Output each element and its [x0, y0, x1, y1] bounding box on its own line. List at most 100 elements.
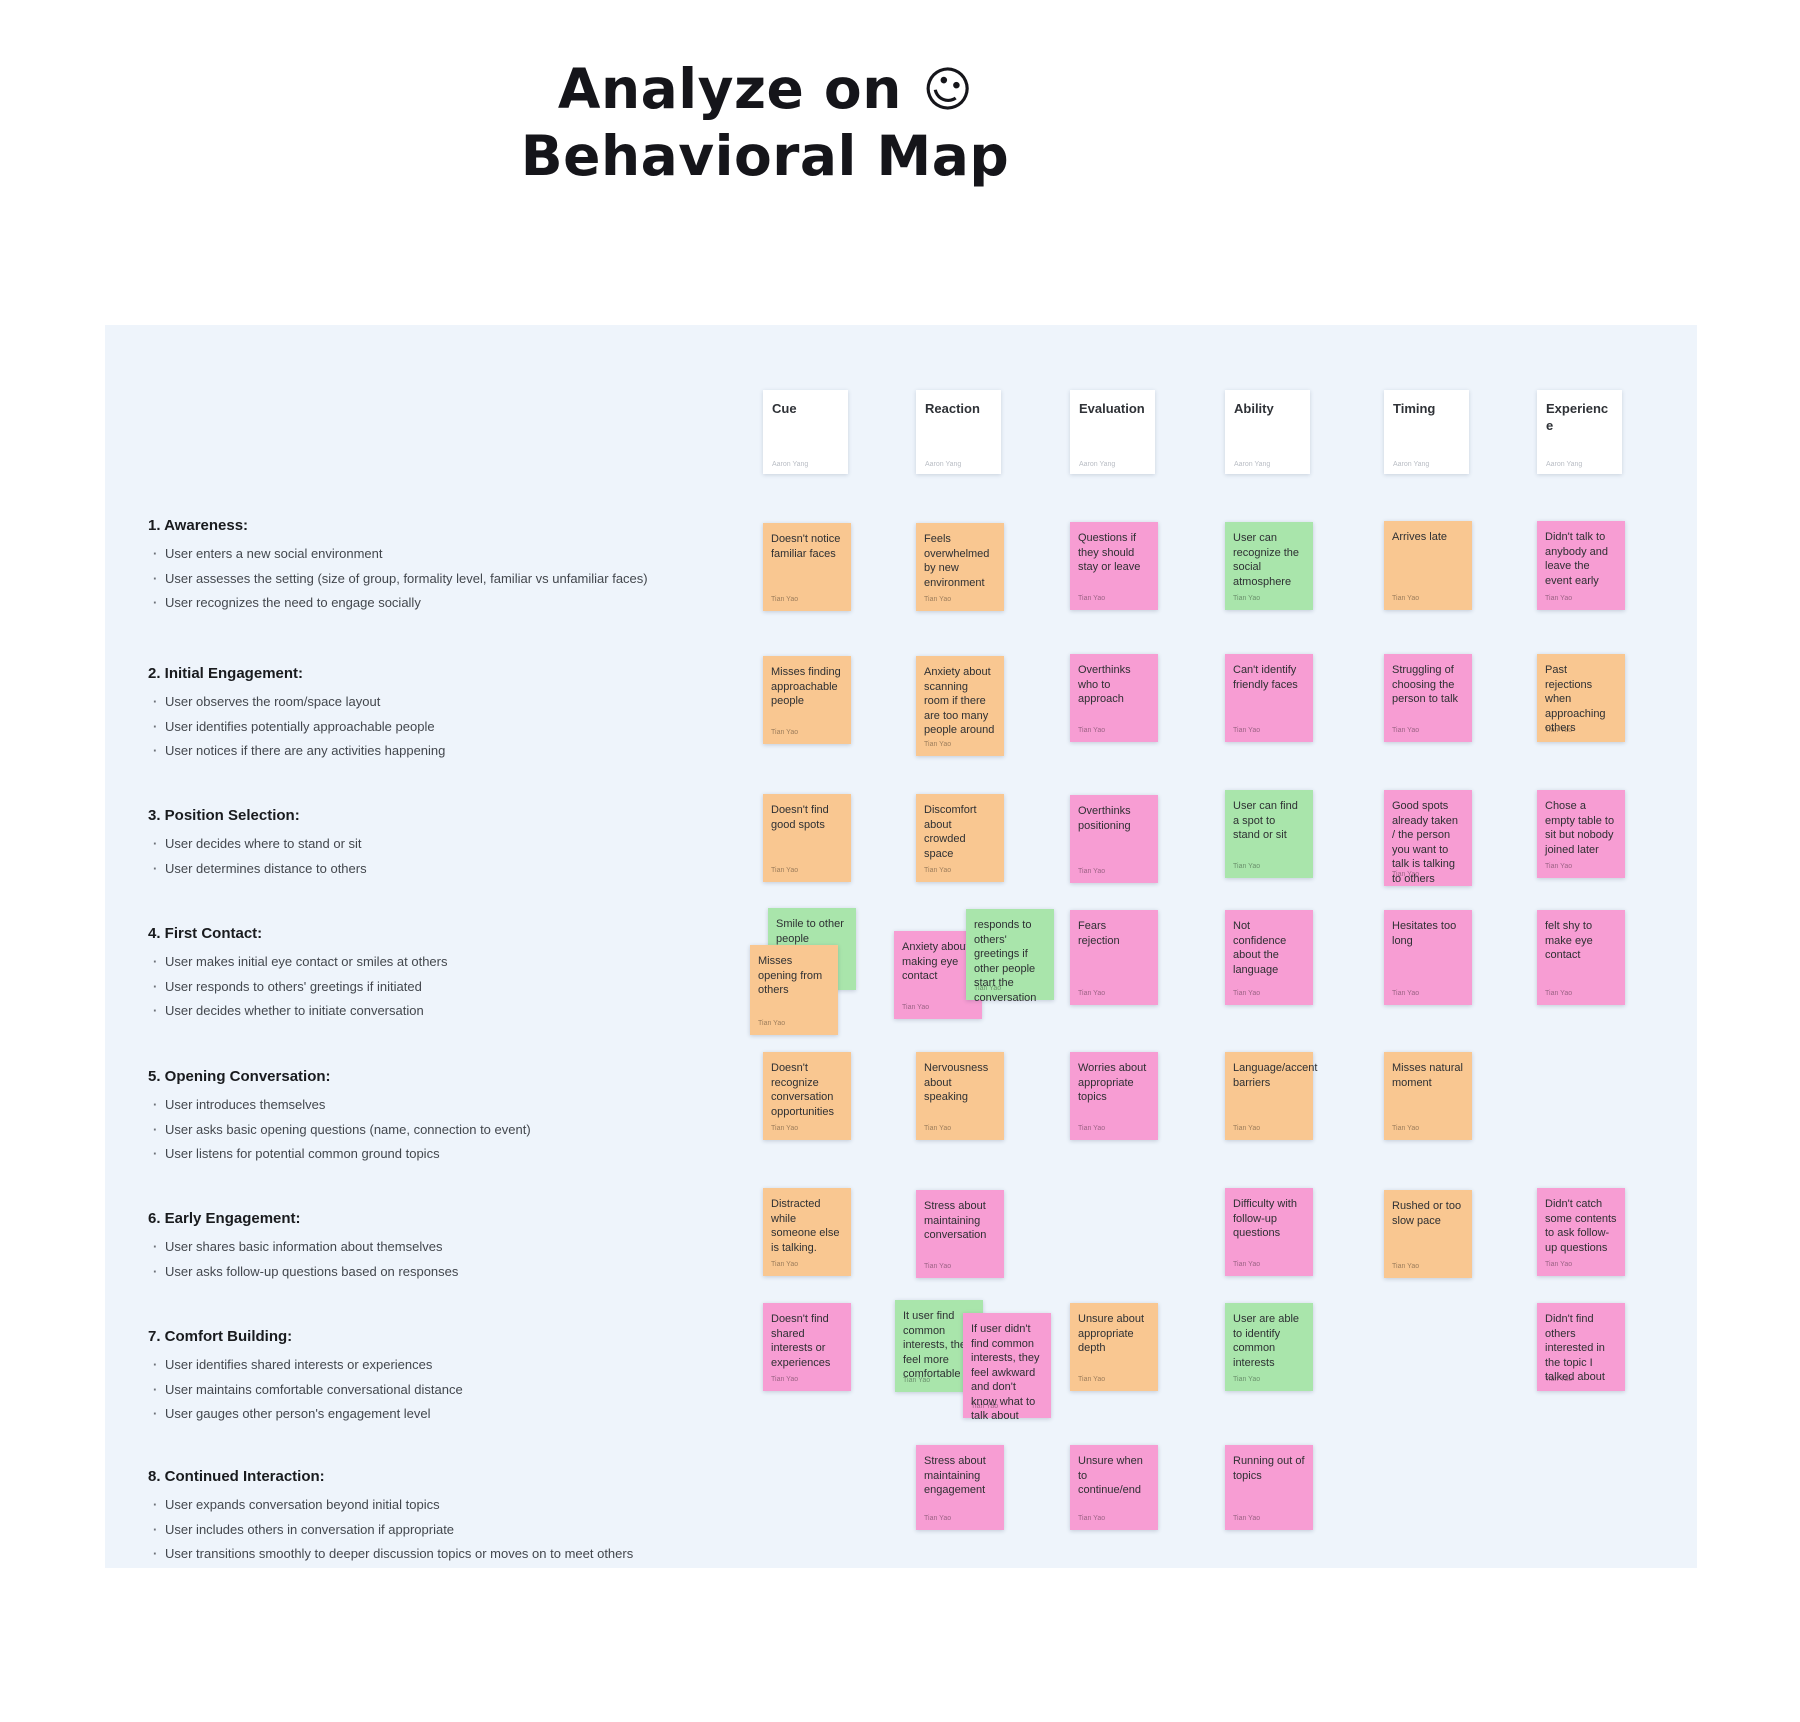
- sticky-text: Doesn't recognize conversation opportuni…: [771, 1062, 834, 1118]
- sticky-text: Rushed or too slow pace: [1392, 1200, 1462, 1227]
- stage-initial-engagement: 2. Initial Engagement: User observes the…: [148, 665, 788, 764]
- sticky-author: Tian Yao: [1545, 1375, 1573, 1383]
- sticky-note[interactable]: Discomfort about crowded space Tian Yao: [916, 794, 1004, 882]
- sticky-note[interactable]: User are able to identify common interes…: [1225, 1303, 1313, 1391]
- sticky-text: Discomfort about crowded space: [924, 804, 977, 860]
- sticky-text: Feels overwhelmed by new environment: [924, 533, 990, 589]
- sticky-note[interactable]: Doesn't recognize conversation opportuni…: [763, 1052, 851, 1140]
- sticky-text: Anxiety about scanning room if there are…: [924, 666, 995, 737]
- stage-early-engagement: 6. Early Engagement: User shares basic i…: [148, 1210, 788, 1284]
- sticky-note[interactable]: Struggling of choosing the person to tal…: [1384, 654, 1472, 742]
- sticky-note[interactable]: Nervousness about speaking Tian Yao: [916, 1052, 1004, 1140]
- sticky-note[interactable]: Unsure when to continue/end Tian Yao: [1070, 1445, 1158, 1530]
- smiley-icon: ☺: [912, 54, 981, 126]
- sticky-note[interactable]: Rushed or too slow pace Tian Yao: [1384, 1190, 1472, 1278]
- sticky-text: User can find a spot to stand or sit: [1233, 800, 1298, 842]
- sticky-author: Tian Yao: [771, 728, 799, 736]
- sticky-note[interactable]: felt shy to make eye contact Tian Yao: [1537, 910, 1625, 1005]
- sticky-text: Running out of topics: [1233, 1455, 1305, 1482]
- stage-bullet: User gauges other person's engagement le…: [148, 1402, 788, 1427]
- stage-bullet: User asks basic opening questions (name,…: [148, 1118, 788, 1143]
- sticky-note[interactable]: Good spots already taken / the person yo…: [1384, 790, 1472, 886]
- stage-heading: 4. First Contact:: [148, 925, 263, 942]
- column-header-cue[interactable]: Cue Aaron Yang: [763, 390, 848, 474]
- sticky-note[interactable]: Anxiety about scanning room if there are…: [916, 656, 1004, 756]
- sticky-note[interactable]: Stress about maintaining conversation Tia…: [916, 1190, 1004, 1278]
- sticky-note[interactable]: Fears rejection Tian Yao: [1070, 910, 1158, 1005]
- sticky-author: Tian Yao: [1078, 1124, 1106, 1132]
- sticky-note[interactable]: Misses finding approachable people Tian Y…: [763, 656, 851, 744]
- sticky-note[interactable]: Doesn't notice familiar faces Tian Yao: [763, 523, 851, 611]
- stage-position-selection: 3. Position Selection: User decides wher…: [148, 807, 788, 881]
- sticky-note[interactable]: responds to others' greetings if other p…: [966, 909, 1054, 1004]
- stage-heading: 1. Awareness:: [148, 517, 249, 534]
- stage-bullet: User decides whether to initiate convers…: [148, 999, 788, 1024]
- sticky-note[interactable]: Didn't talk to anybody and leave the eve…: [1537, 521, 1625, 610]
- sticky-text: Didn't talk to anybody and leave the eve…: [1545, 531, 1608, 587]
- sticky-note[interactable]: Difficulty with follow-up questions Tian …: [1225, 1188, 1313, 1276]
- stage-bullet: User maintains comfortable conversationa…: [148, 1378, 788, 1403]
- sticky-author: Tian Yao: [924, 1514, 952, 1522]
- sticky-text: Smile to other people: [776, 918, 844, 945]
- sticky-author: Tian Yao: [771, 595, 799, 603]
- sticky-note[interactable]: Misses opening from others Tian Yao: [750, 945, 838, 1035]
- sticky-author: Tian Yao: [1233, 862, 1261, 870]
- sticky-note[interactable]: Hesitates too long Tian Yao: [1384, 910, 1472, 1005]
- sticky-author: Tian Yao: [1545, 862, 1573, 870]
- sticky-author: Tian Yao: [1392, 1262, 1420, 1270]
- column-header-evaluation[interactable]: Evaluation Aaron Yang: [1070, 390, 1155, 474]
- sticky-note[interactable]: Worries about appropriate topics Tian Yao: [1070, 1052, 1158, 1140]
- sticky-note[interactable]: Stress about maintaining engagement Tian …: [916, 1445, 1004, 1530]
- sticky-text: If user didn't find common interests, th…: [971, 1323, 1040, 1423]
- sticky-note[interactable]: Misses natural moment Tian Yao: [1384, 1052, 1472, 1140]
- sticky-note[interactable]: Distracted while someone else is talking…: [763, 1188, 851, 1276]
- sticky-note[interactable]: Overthinks who to approach Tian Yao: [1070, 654, 1158, 742]
- sticky-text: Chose a empty table to sit but nobody jo…: [1545, 800, 1615, 856]
- sticky-text: Struggling of choosing the person to tal…: [1392, 664, 1459, 706]
- sticky-note[interactable]: Arrives late Tian Yao: [1384, 521, 1472, 610]
- stage-bullet: User identifies potentially approachable…: [148, 715, 788, 740]
- sticky-author: Tian Yao: [924, 866, 952, 874]
- sticky-note[interactable]: Not confidence about the language Tian Ya…: [1225, 910, 1313, 1005]
- sticky-author: Tian Yao: [1078, 1514, 1106, 1522]
- column-header-timing[interactable]: Timing Aaron Yang: [1384, 390, 1469, 474]
- sticky-author: Tian Yao: [758, 1019, 786, 1027]
- sticky-text: Arrives late: [1392, 531, 1448, 543]
- sticky-note[interactable]: User can recognize the social atmosphere…: [1225, 522, 1313, 610]
- sticky-author: Tian Yao: [1233, 1260, 1261, 1268]
- column-label: Cue: [772, 401, 797, 416]
- sticky-note[interactable]: Doesn't find shared interests or experie…: [763, 1303, 851, 1391]
- sticky-note[interactable]: Doesn't find good spots Tian Yao: [763, 794, 851, 882]
- sticky-author: Tian Yao: [1233, 1124, 1261, 1132]
- sticky-note[interactable]: Language/accent barriers Tian Yao: [1225, 1052, 1317, 1140]
- sticky-text: Overthinks positioning: [1078, 805, 1131, 832]
- stage-bullet: User observes the room/space layout: [148, 690, 788, 715]
- stage-bullet: User makes initial eye contact or smiles…: [148, 950, 788, 975]
- sticky-note[interactable]: Past rejections when approaching others T…: [1537, 654, 1625, 742]
- sticky-note[interactable]: Overthinks positioning Tian Yao: [1070, 795, 1158, 883]
- sticky-note[interactable]: User can find a spot to stand or sit Tian…: [1225, 790, 1313, 878]
- sticky-author: Tian Yao: [974, 984, 1002, 992]
- sticky-note[interactable]: Can't identify friendly faces Tian Yao: [1225, 654, 1313, 742]
- sticky-text: Anxiety about making eye contact: [902, 941, 969, 983]
- sticky-note[interactable]: Running out of topics Tian Yao: [1225, 1445, 1313, 1530]
- sticky-note[interactable]: If user didn't find common interests, th…: [963, 1313, 1051, 1422]
- stage-bullet: User enters a new social environment: [148, 542, 788, 567]
- sticky-note[interactable]: Questions if they should stay or leave Ti…: [1070, 522, 1158, 610]
- column-label: Experience: [1546, 401, 1609, 433]
- sticky-author: Tian Yao: [1233, 989, 1261, 997]
- stage-bullet: User notices if there are any activities…: [148, 739, 788, 764]
- page-title-line2: Behavioral Map: [520, 124, 1010, 188]
- sticky-note[interactable]: Didn't find others interested in the top…: [1537, 1303, 1625, 1391]
- sticky-note[interactable]: Didn't catch some contents to ask follow…: [1537, 1188, 1625, 1276]
- sticky-note[interactable]: Feels overwhelmed by new environment Tian…: [916, 523, 1004, 611]
- stage-bullet: User includes others in conversation if …: [148, 1518, 788, 1543]
- column-header-experience[interactable]: Experience Aaron Yang: [1537, 390, 1622, 474]
- sticky-note[interactable]: Chose a empty table to sit but nobody jo…: [1537, 790, 1625, 878]
- sticky-text: User can recognize the social atmosphere: [1233, 532, 1300, 588]
- sticky-note[interactable]: Unsure about appropriate depth Tian Yao: [1070, 1303, 1158, 1391]
- column-header-ability[interactable]: Ability Aaron Yang: [1225, 390, 1310, 474]
- sticky-text: Stress about maintaining conversation: [924, 1200, 987, 1242]
- column-header-reaction[interactable]: Reaction Aaron Yang: [916, 390, 1001, 474]
- stage-bullet: User responds to others' greetings if in…: [148, 975, 788, 1000]
